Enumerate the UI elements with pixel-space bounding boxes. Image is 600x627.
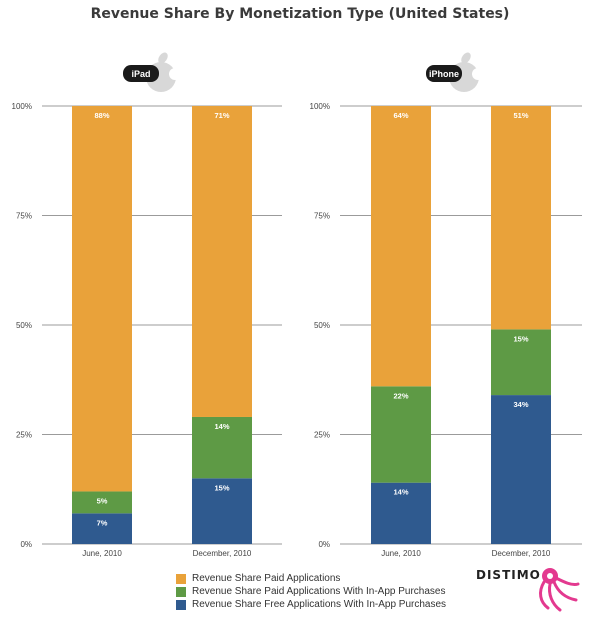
y-tick-label: 75% [16,212,32,221]
legend-swatch-paid-iap [176,586,186,597]
y-tick-label: 50% [314,321,330,330]
y-tick-label: 0% [20,540,32,549]
apple-leaf-icon [158,52,168,64]
legend-label-paid: Revenue Share Paid Applications [192,573,341,584]
legend-swatch-free-iap [176,599,186,610]
bar-segment [72,106,132,492]
data-label: 5% [97,496,108,505]
data-label: 88% [94,111,109,120]
y-tick-label: 0% [318,540,330,549]
device-badge [426,65,462,82]
bar-segment [192,478,252,544]
bar-segment [491,329,551,396]
x-tick-label: June, 2010 [381,549,421,558]
bar-segment [192,416,252,479]
device-badge-label: iPad [131,69,150,79]
y-tick-label: 25% [16,431,32,440]
bar-segment [491,395,551,544]
legend-item-free-iap: Revenue Share Free Applications With In-… [176,598,446,611]
y-tick-label: 50% [16,321,32,330]
legend-label-paid-iap: Revenue Share Paid Applications With In-… [192,586,446,597]
legend-item-paid: Revenue Share Paid Applications [176,572,446,585]
y-tick-label: 100% [310,102,330,111]
bar-segment [72,491,132,514]
x-tick-label: December, 2010 [193,549,252,558]
legend-label-free-iap: Revenue Share Free Applications With In-… [192,599,447,610]
data-label: 15% [214,483,229,492]
bar-segment [491,106,551,330]
apple-bite-icon [169,68,181,80]
data-label: 15% [513,334,528,343]
y-tick-label: 100% [12,102,32,111]
brand-name: DISTIMO [476,568,541,582]
data-label: 22% [393,391,408,400]
octopus-icon [539,568,580,612]
data-label: 71% [214,111,229,120]
data-label: 64% [393,111,408,120]
device-badge [123,65,159,82]
data-label: 7% [97,518,108,527]
distimo-logo: DISTIMO [476,568,580,612]
data-label: 51% [513,111,528,120]
device-badge-label: iPhone [429,69,459,79]
y-tick-label: 75% [314,212,330,221]
bar-segment [192,106,252,417]
bar-segment [371,482,431,544]
apple-leaf-icon [461,52,471,64]
legend: Revenue Share Paid Applications Revenue … [176,572,446,611]
x-tick-label: June, 2010 [82,549,122,558]
bar-segment [371,106,431,387]
chart-title: Revenue Share By Monetization Type (Unit… [90,6,510,22]
data-label: 14% [214,422,229,431]
bar-segment [72,513,132,544]
apple-bite-icon [472,68,484,80]
data-label: 14% [393,488,408,497]
x-tick-label: December, 2010 [492,549,551,558]
data-label: 34% [513,400,528,409]
legend-item-paid-iap: Revenue Share Paid Applications With In-… [176,585,446,598]
y-tick-label: 25% [314,431,330,440]
legend-swatch-paid [176,573,186,584]
bar-segment [371,386,431,483]
